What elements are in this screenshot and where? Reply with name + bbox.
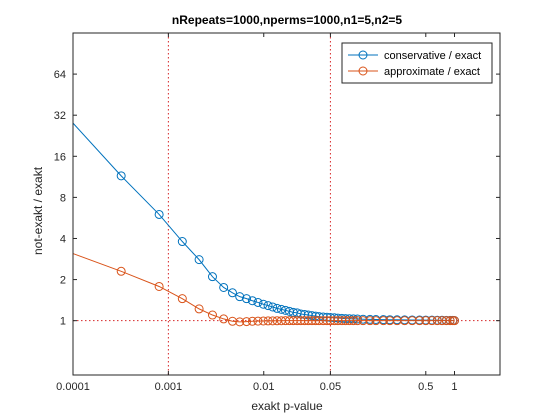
series-1-point	[177, 237, 187, 247]
legend-box	[341, 42, 493, 84]
series-2-point	[300, 316, 310, 326]
series-1-point	[235, 292, 245, 302]
series-2-point	[385, 316, 395, 326]
series-1-point	[276, 304, 286, 314]
series-1-point	[242, 294, 252, 304]
series-2-point	[427, 316, 437, 326]
y-tick-label: 4	[60, 233, 66, 245]
x-tick-label: 0.05	[320, 381, 341, 393]
series-2-point	[219, 314, 229, 324]
x-tick-label: 0.0001	[56, 381, 90, 393]
series-2-point	[247, 316, 257, 326]
series-1-point	[227, 288, 237, 298]
series-2-point	[358, 316, 368, 326]
legend-label-2: approximate / exact	[384, 66, 480, 78]
series-2-point	[194, 304, 204, 314]
series-2-point	[258, 316, 268, 326]
series-2-point	[322, 316, 332, 326]
series-2-point	[292, 316, 302, 326]
series-2-point	[268, 316, 278, 326]
y-axis-label: not-exakt / exakt	[31, 166, 45, 255]
series-2-point	[432, 316, 442, 326]
series-2-point	[449, 316, 459, 326]
legend-label-1: conservative / exact	[384, 50, 481, 62]
series-2-point	[307, 316, 317, 326]
series-2-point	[263, 316, 273, 326]
series-2-point	[253, 316, 263, 326]
y-tick-label: 1	[60, 316, 66, 328]
series-2-point	[235, 317, 245, 327]
series-1-point	[263, 301, 273, 311]
series-2-point	[154, 281, 164, 291]
y-tick-label: 8	[60, 192, 66, 204]
series-1-point	[219, 282, 229, 292]
series-1-point	[116, 171, 126, 181]
series-2-point	[318, 316, 328, 326]
series-2-point	[207, 310, 217, 320]
chart-title: nRepeats=1000,nperms=1000,n1=5,n2=5	[172, 13, 402, 27]
y-tick-label: 16	[54, 151, 66, 163]
series-2-point	[407, 316, 417, 326]
series-1-point	[154, 209, 164, 219]
series-1-point	[207, 272, 217, 282]
series-2-point	[445, 316, 455, 326]
axes-layer: 0.0001 0.001 0.01 0.05 0.5 1 1 2 4 8 16 32 64	[54, 32, 501, 393]
plot-area: 0.0001 0.001 0.01 0.05 0.5 1 1 2 4 8 16 32 64	[54, 32, 501, 393]
series-2-point	[378, 316, 388, 326]
series-1-point	[247, 296, 257, 306]
series-2-point	[352, 316, 362, 326]
series-1-point	[258, 299, 268, 309]
y-tick-label: 64	[54, 69, 66, 81]
series-1-point	[268, 302, 278, 312]
series-2-point	[227, 316, 237, 326]
x-tick-label: 0.001	[155, 381, 183, 393]
legend-marker-1	[358, 50, 368, 60]
series-2-point	[242, 317, 252, 327]
series-2-point	[177, 294, 187, 304]
series-2-point	[303, 316, 313, 326]
y-tick-label: 2	[60, 275, 66, 287]
series-2-point	[415, 316, 425, 326]
legend: conservative / exact approximate / exact	[341, 42, 493, 84]
series-2-point	[348, 316, 358, 326]
series-2-point	[116, 266, 126, 276]
series-2-point	[337, 316, 347, 326]
x-tick-label: 1	[451, 381, 457, 393]
axes-box	[72, 32, 501, 376]
x-tick-label: 0.5	[418, 381, 433, 393]
series-layer	[72, 122, 459, 327]
series-1-point	[272, 303, 282, 313]
y-tick-label: 32	[54, 110, 66, 122]
x-axis-label: exakt p-value	[251, 399, 323, 413]
legend-marker-2	[358, 66, 368, 76]
series-2-point	[365, 316, 375, 326]
series-2-point	[296, 316, 306, 326]
x-tick-label: 0.01	[253, 381, 274, 393]
series-1-point	[194, 255, 204, 265]
series-1-point	[253, 297, 263, 307]
series-line-2	[72, 253, 455, 323]
series-2-point	[421, 316, 431, 326]
